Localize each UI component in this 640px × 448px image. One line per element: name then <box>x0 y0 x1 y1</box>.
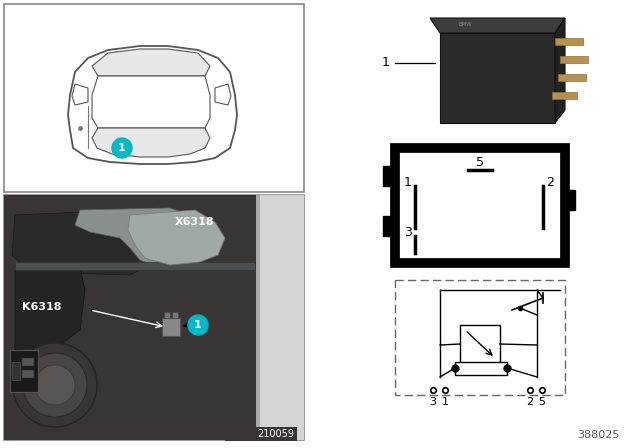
Text: 1: 1 <box>442 397 449 407</box>
Text: 5: 5 <box>476 155 484 168</box>
Bar <box>162 318 180 336</box>
Bar <box>22 358 34 366</box>
Bar <box>225 427 297 441</box>
Bar <box>256 195 260 440</box>
Bar <box>172 312 178 318</box>
Bar <box>4 4 304 192</box>
Bar <box>4 195 304 440</box>
Text: 1: 1 <box>404 177 412 190</box>
Text: BMW: BMW <box>458 22 472 27</box>
Bar <box>455 362 507 375</box>
Bar <box>395 148 565 263</box>
Polygon shape <box>430 18 565 33</box>
Polygon shape <box>440 33 555 123</box>
Polygon shape <box>72 84 88 105</box>
Polygon shape <box>92 76 210 128</box>
Polygon shape <box>92 128 210 157</box>
Bar <box>558 74 586 81</box>
Polygon shape <box>555 18 565 123</box>
Bar <box>164 312 170 318</box>
Polygon shape <box>215 84 231 105</box>
Bar <box>460 325 500 363</box>
Polygon shape <box>128 210 225 265</box>
Bar <box>395 280 565 395</box>
Bar <box>552 92 577 99</box>
Circle shape <box>188 315 208 335</box>
Text: 3: 3 <box>404 227 412 240</box>
Polygon shape <box>12 210 155 275</box>
Polygon shape <box>68 46 237 164</box>
Text: 3: 3 <box>429 397 436 407</box>
Circle shape <box>112 138 132 158</box>
Text: 1: 1 <box>118 143 126 153</box>
Polygon shape <box>15 268 85 350</box>
Circle shape <box>13 343 97 427</box>
Text: 1: 1 <box>194 320 202 330</box>
Bar <box>22 370 34 378</box>
Text: 388025: 388025 <box>578 430 620 440</box>
Circle shape <box>35 365 75 405</box>
Text: 2: 2 <box>546 177 554 190</box>
Bar <box>383 216 395 236</box>
Bar <box>10 350 38 392</box>
Bar <box>560 56 588 63</box>
Bar <box>4 195 259 440</box>
Text: 5: 5 <box>538 397 545 407</box>
Text: 2: 2 <box>527 397 534 407</box>
Text: 1: 1 <box>382 56 390 69</box>
Bar <box>565 190 575 210</box>
Bar <box>383 166 395 186</box>
Polygon shape <box>75 208 210 268</box>
Text: X6318: X6318 <box>175 217 214 227</box>
Bar <box>555 38 583 45</box>
Bar <box>259 195 304 440</box>
Bar <box>12 362 20 380</box>
Polygon shape <box>92 49 210 76</box>
Text: 210059: 210059 <box>257 429 294 439</box>
Text: K6318: K6318 <box>22 302 61 312</box>
Bar <box>15 262 255 270</box>
Circle shape <box>23 353 87 417</box>
